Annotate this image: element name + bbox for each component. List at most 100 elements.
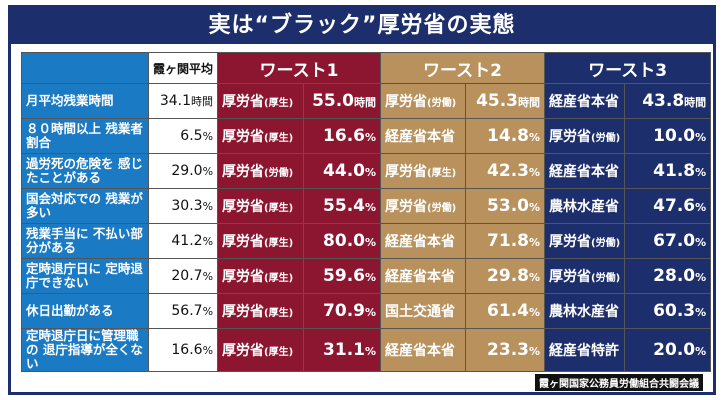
ministry-name: 経産省本省 xyxy=(549,94,620,110)
value: 14.8 xyxy=(487,126,529,146)
value-cell: 70.9% xyxy=(303,293,382,329)
value-cell: 45.3時間 xyxy=(465,83,546,119)
unit: % xyxy=(695,166,707,179)
value-cell: 42.3% xyxy=(465,153,546,189)
ministry-name: 厚労省 xyxy=(222,199,265,215)
ministry-sub: (厚生) xyxy=(264,238,294,249)
value-cell: 44.0% xyxy=(303,153,382,189)
value-cell: 23.3% xyxy=(465,328,546,372)
ministry-cell: 厚労省(労働) xyxy=(544,223,626,259)
ministry-sub: (労働) xyxy=(591,273,621,284)
value: 42.3 xyxy=(487,161,529,181)
value-cell: 60.3% xyxy=(624,293,712,329)
ministry-name: 経産省特許 xyxy=(549,343,620,359)
ministry-cell: 厚労省(労働) xyxy=(544,258,626,294)
avg-value: 41.2 xyxy=(171,233,203,249)
ministry-cell: 厚労省(厚生) xyxy=(217,118,305,154)
ministry-sub: (厚生) xyxy=(264,133,294,144)
value: 10.0 xyxy=(653,126,696,146)
unit: % xyxy=(528,271,541,284)
ministry-cell: 経産省本省 xyxy=(380,328,467,372)
value: 41.8 xyxy=(653,161,696,181)
unit: % xyxy=(695,345,707,358)
value-cell: 55.0時間 xyxy=(303,83,382,119)
row-label: 休日出勤がある xyxy=(21,293,149,329)
value: 43.8 xyxy=(642,91,685,111)
ministry-name: 経産省本省 xyxy=(385,269,456,285)
avg-value: 20.7 xyxy=(171,268,203,284)
ministry-sub: (厚生) xyxy=(264,203,294,214)
unit: % xyxy=(364,271,377,284)
ministry-cell: 農林水産省 xyxy=(544,293,626,329)
header-avg: 霞ヶ関平均 xyxy=(147,52,219,84)
avg-cell: 30.3% xyxy=(147,188,219,224)
ministry-name: 厚労省 xyxy=(222,234,265,250)
unit: % xyxy=(202,305,214,318)
row-label: 月平均残業時間 xyxy=(21,83,149,119)
row-label: ８０時間以上 残業者割合 xyxy=(21,118,149,154)
value-cell: 43.8時間 xyxy=(624,83,712,119)
value-cell: 59.6% xyxy=(303,258,382,294)
avg-cell: 6.5% xyxy=(147,118,219,154)
ministry-cell: 厚労省(労働) xyxy=(380,188,467,224)
row-label: 定時退庁日に 定時退庁できない xyxy=(21,258,149,294)
avg-value: 30.3 xyxy=(171,198,203,214)
row-label: 定時退庁日に管理職の 退庁指導が全くない xyxy=(21,328,149,372)
value: 71.8 xyxy=(487,231,529,251)
value: 31.1 xyxy=(323,340,365,360)
ministry-cell: 国土交通省 xyxy=(380,293,467,329)
table-row: 月平均残業時間 34.1時間 厚労省(厚生) 55.0時間 厚労省(労働) 45.3時… xyxy=(21,83,712,119)
table-row: 定時退庁日に 定時退庁できない 20.7% 厚労省(厚生) 59.6% 経産省本省 2… xyxy=(21,258,712,294)
infographic-frame: 実は“ブラック”厚労省の実態 霞ヶ関平均 ワースト1 ワースト2 ワースト3 月… xyxy=(8,5,716,395)
value: 28.0 xyxy=(653,266,696,286)
value: 60.3 xyxy=(653,301,696,321)
value-cell: 80.0% xyxy=(303,223,382,259)
avg-cell: 20.7% xyxy=(147,258,219,294)
unit: % xyxy=(528,306,541,319)
unit: % xyxy=(202,165,214,178)
table-row: 休日出勤がある 56.7% 厚労省(厚生) 70.9% 国土交通省 61.4% 農林水産… xyxy=(21,293,712,329)
value: 70.9 xyxy=(323,301,365,321)
ministry-cell: 経産省本省 xyxy=(544,83,626,119)
avg-value: 29.0 xyxy=(171,163,203,179)
ministry-sub: (労働) xyxy=(264,168,294,179)
ministry-sub: (厚生) xyxy=(264,308,294,319)
unit: % xyxy=(364,306,377,319)
unit: 時間 xyxy=(518,96,541,109)
page-title: 実は“ブラック”厚労省の実態 xyxy=(11,8,713,44)
value-cell: 31.1% xyxy=(303,328,382,372)
value-cell: 16.6% xyxy=(303,118,382,154)
ministry-cell: 厚労省(厚生) xyxy=(380,153,467,189)
value: 55.0 xyxy=(312,91,355,111)
unit: % xyxy=(202,270,214,283)
ministry-name: 厚労省 xyxy=(549,269,592,285)
value: 59.6 xyxy=(323,266,365,286)
unit: % xyxy=(364,166,377,179)
unit: 時間 xyxy=(354,96,377,109)
value: 20.0 xyxy=(653,340,696,360)
value-cell: 53.0% xyxy=(465,188,546,224)
ministry-sub: (厚生) xyxy=(427,168,457,179)
table-row: 過労死の危険を 感じたことがある 29.0% 厚労省(労働) 44.0% 厚労省(厚… xyxy=(21,153,712,189)
comparison-table: 霞ヶ関平均 ワースト1 ワースト2 ワースト3 月平均残業時間 34.1時間 厚… xyxy=(21,52,712,372)
value-cell: 55.4% xyxy=(303,188,382,224)
ministry-cell: 経産省本省 xyxy=(380,223,467,259)
unit: % xyxy=(695,201,707,214)
value: 16.6 xyxy=(323,126,365,146)
unit: % xyxy=(528,345,541,358)
ministry-name: 経産省本省 xyxy=(549,164,620,180)
ministry-cell: 厚労省(厚生) xyxy=(217,188,305,224)
avg-cell: 41.2% xyxy=(147,223,219,259)
ministry-sub: (労働) xyxy=(427,203,457,214)
ministry-cell: 経産省本省 xyxy=(380,118,467,154)
unit: % xyxy=(202,235,214,248)
ministry-cell: 厚労省(厚生) xyxy=(217,328,305,372)
unit: 時間 xyxy=(684,96,707,109)
unit: % xyxy=(202,200,214,213)
ministry-cell: 厚労省(労働) xyxy=(544,118,626,154)
value: 23.3 xyxy=(487,340,529,360)
unit: % xyxy=(695,236,707,249)
ministry-cell: 経産省本省 xyxy=(380,258,467,294)
ministry-cell: 厚労省(労働) xyxy=(380,83,467,119)
value: 45.3 xyxy=(476,91,519,111)
